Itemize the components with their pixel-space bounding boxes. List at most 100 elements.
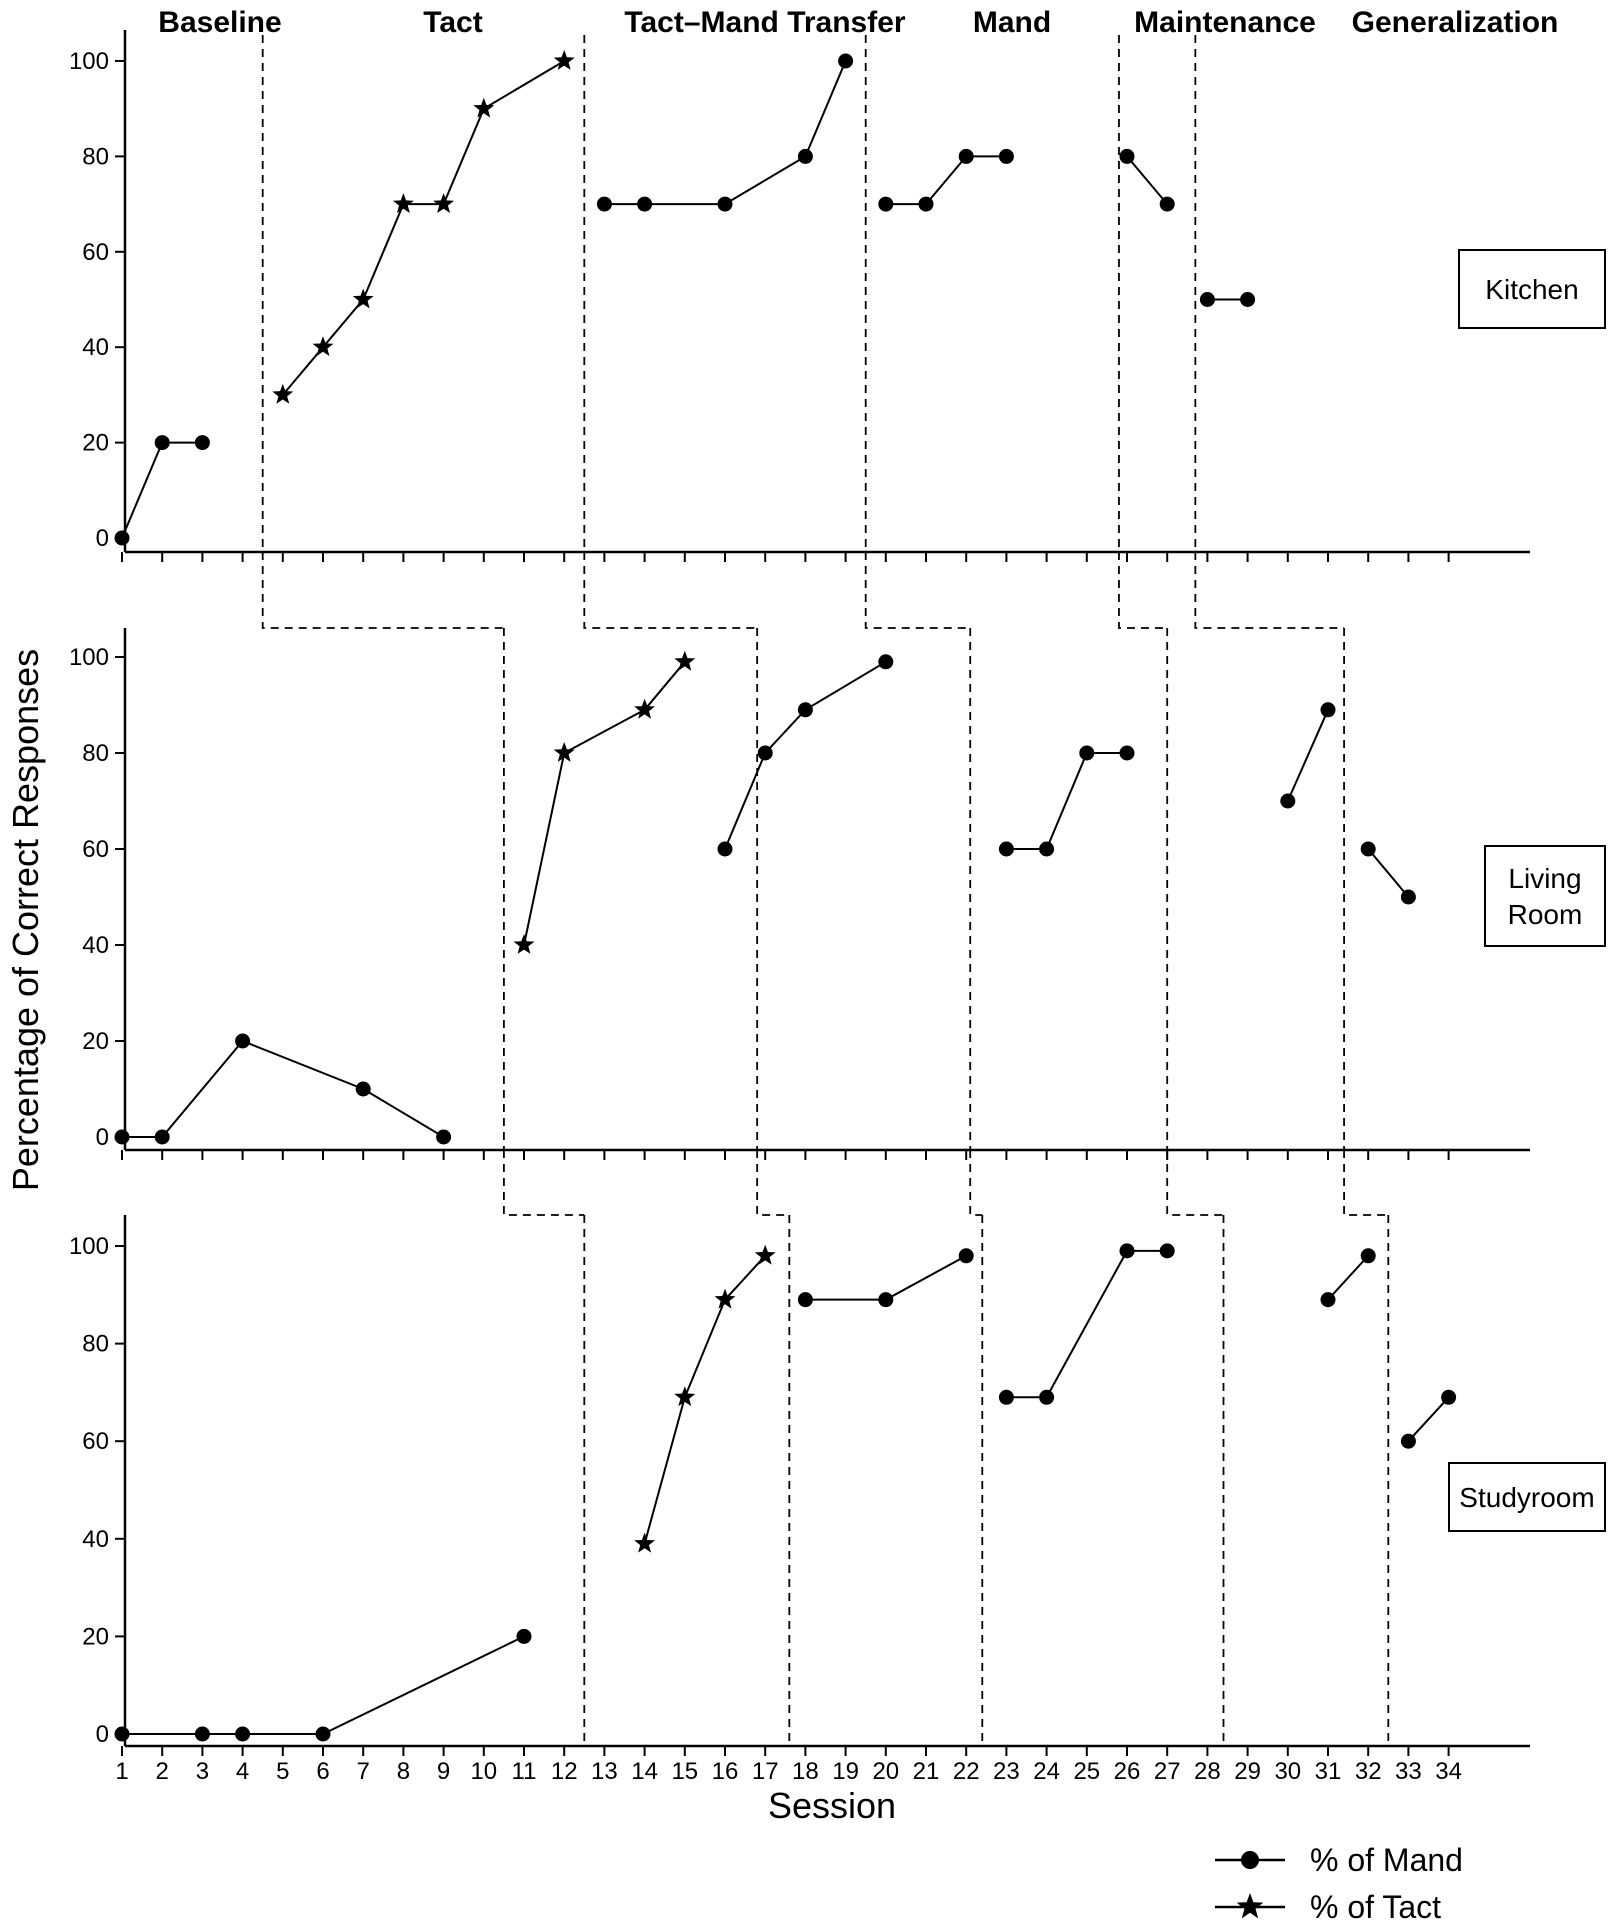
x-tick-label: 28 (1194, 1758, 1221, 1785)
series-line-circle (724, 660, 887, 850)
x-tick-label: 33 (1395, 1758, 1422, 1785)
mand-data-point (1159, 1243, 1175, 1259)
mand-data-point (235, 1033, 251, 1049)
phase-change-connector (969, 1150, 983, 1216)
y-tick-label: 0 (96, 525, 109, 552)
series-line-circle (1006, 1249, 1168, 1399)
mand-data-point (878, 654, 894, 670)
mand-data-point (797, 1292, 813, 1308)
tact-data-point (352, 288, 374, 309)
mand-data-point (878, 1292, 894, 1308)
series-line-star (523, 661, 686, 946)
x-tick-label: 26 (1114, 1758, 1141, 1785)
x-tick-label: 17 (752, 1758, 779, 1785)
x-tick-label: 10 (470, 1758, 497, 1785)
mand-data-point (1441, 1389, 1457, 1405)
mand-data-point (1400, 889, 1416, 905)
x-tick-label: 12 (551, 1758, 578, 1785)
mand-data-point (235, 1726, 251, 1742)
series-line-circle (1006, 752, 1127, 850)
panel-1 (115, 628, 1606, 1216)
x-tick-label: 11 (512, 1758, 537, 1785)
series-line-circle (1407, 1396, 1450, 1442)
mand-data-point (1199, 292, 1215, 307)
tact-data-point (392, 193, 414, 213)
tact-data-point (433, 193, 455, 213)
phase-change-connector (261, 552, 504, 629)
y-tick-label: 20 (82, 430, 109, 457)
tact-data-point (674, 650, 696, 671)
series-line-circle (1327, 1255, 1369, 1301)
y-tick-label: 80 (82, 143, 109, 170)
mand-data-point (757, 745, 773, 761)
x-tick-label: 14 (631, 1758, 658, 1785)
x-tick-label: 8 (397, 1758, 410, 1785)
setting-label-box (1448, 1462, 1606, 1532)
series-line-circle (122, 1039, 445, 1138)
x-tick-label: 21 (913, 1758, 940, 1785)
mand-data-point (596, 196, 612, 212)
series-line-circle (1367, 848, 1410, 898)
series-line-star (643, 1255, 766, 1544)
x-tick-label: 22 (953, 1758, 980, 1785)
legend-star-icon (1236, 1893, 1264, 1919)
x-tick-label: 23 (993, 1758, 1020, 1785)
x-tick-label: 31 (1315, 1758, 1342, 1785)
legend-label: % of Tact (1310, 1889, 1441, 1925)
mand-data-point (194, 1726, 210, 1742)
mand-data-point (114, 530, 130, 546)
mand-data-point (1400, 1433, 1416, 1449)
mand-data-point (114, 1129, 130, 1145)
mand-data-point (838, 53, 854, 69)
setting-label-box (1484, 845, 1606, 947)
x-tick-label: 9 (437, 1758, 450, 1785)
x-tick-label: 7 (357, 1758, 370, 1785)
mand-data-point (1039, 1389, 1055, 1405)
mand-data-point (797, 702, 813, 718)
phase-change-connector (583, 552, 758, 629)
series-line-circle (1286, 709, 1329, 802)
x-tick-label: 18 (792, 1758, 819, 1785)
series-line-circle (604, 60, 847, 206)
x-tick-label: 27 (1154, 1758, 1181, 1785)
x-tick-label: 32 (1355, 1758, 1382, 1785)
mand-data-point (114, 1726, 130, 1742)
tact-data-point (312, 336, 334, 357)
y-tick-label: 60 (82, 239, 109, 266)
y-tick-label: 0 (96, 1124, 109, 1151)
x-tick-label: 4 (236, 1758, 249, 1785)
x-tick-label: 1 (115, 1758, 128, 1785)
x-tick-label: 24 (1033, 1758, 1060, 1785)
mand-data-point (717, 841, 733, 857)
tact-data-point (714, 1288, 736, 1309)
phase-change-connector (864, 552, 971, 629)
setting-label: Living (1508, 863, 1581, 894)
mand-data-point (1360, 841, 1376, 857)
x-tick-label: 25 (1073, 1758, 1100, 1785)
mand-data-point (1119, 745, 1135, 761)
legend-label: % of Mand (1310, 1842, 1463, 1878)
y-tick-label: 80 (82, 1331, 109, 1358)
y-tick-label: 40 (82, 932, 109, 959)
series-line-circle (122, 1635, 525, 1735)
y-tick-label: 80 (82, 740, 109, 767)
x-tick-label: 16 (712, 1758, 739, 1785)
mand-data-point (998, 841, 1014, 857)
setting-label: Kitchen (1485, 274, 1578, 305)
mand-data-point (1240, 292, 1256, 307)
tact-data-point (674, 1386, 696, 1407)
y-tick-label: 60 (82, 836, 109, 863)
tact-data-point (634, 1532, 656, 1553)
phase-change-connector (1166, 1150, 1224, 1216)
x-axis-title: Session (768, 1785, 896, 1826)
tact-data-point (473, 97, 495, 118)
mand-data-point (1320, 702, 1336, 718)
tact-data-point (634, 698, 656, 719)
setting-label: Studyroom (1459, 1482, 1594, 1513)
mand-data-point (154, 1129, 170, 1145)
mand-data-point (1119, 148, 1135, 164)
y-tick-label: 40 (82, 334, 109, 361)
panel-2 (115, 1215, 1606, 1756)
